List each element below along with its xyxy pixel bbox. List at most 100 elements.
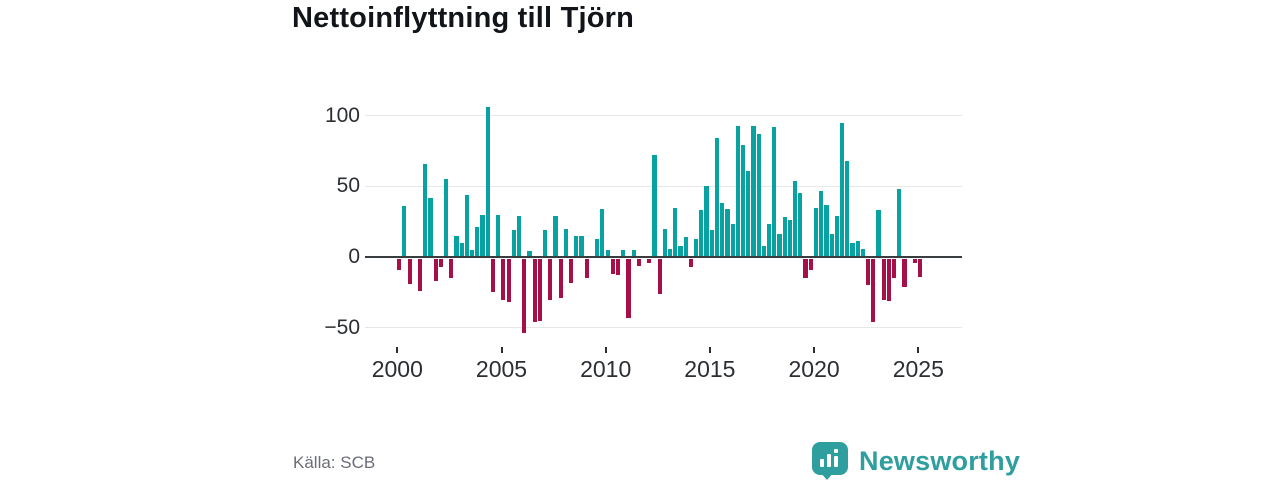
bar-positive [704, 186, 709, 257]
bar-positive [720, 203, 725, 257]
x-axis-zero-line [365, 256, 962, 258]
bar-positive [428, 197, 433, 257]
y-axis-tick-label: 100 [324, 103, 360, 127]
bar-negative [808, 258, 813, 270]
bar-positive [553, 215, 558, 257]
bar-negative [610, 258, 615, 275]
x-axis-tick-mark [708, 347, 711, 353]
bar-positive [897, 189, 902, 257]
bar-positive [730, 224, 735, 257]
y-axis-tick-label: −50 [324, 315, 360, 339]
bar-negative [657, 258, 662, 294]
y-axis-tick-label: 50 [336, 174, 360, 198]
bar-positive [761, 245, 766, 257]
bar-positive [860, 248, 865, 257]
bar-negative [449, 258, 454, 279]
brand-logo: Newsworthy [812, 441, 1020, 480]
bar-positive [793, 180, 798, 257]
bar-positive [464, 194, 470, 257]
bar-positive [746, 170, 751, 257]
bar-negative [532, 258, 537, 323]
bar-negative [537, 258, 542, 321]
bar-positive [683, 237, 688, 257]
bar-positive [876, 210, 881, 257]
bar-positive [850, 242, 855, 257]
bar-positive [527, 251, 532, 257]
bar-negative [615, 258, 621, 276]
bar-positive [480, 214, 485, 257]
bar-positive [824, 204, 829, 257]
bar-positive [694, 238, 699, 257]
bar-positive [699, 210, 704, 257]
bar-negative [569, 258, 574, 283]
bar-negative [558, 258, 563, 299]
bar-positive [855, 241, 860, 257]
x-axis-tick-label: 2020 [788, 356, 840, 382]
gridline-50 [365, 185, 962, 187]
bar-positive [516, 215, 522, 257]
bar-positive [595, 238, 600, 257]
x-axis-tick-label: 2000 [371, 356, 423, 382]
bar-positive [751, 125, 756, 257]
bar-positive [709, 230, 714, 257]
bar-positive [714, 138, 720, 257]
bar-positive [600, 208, 605, 257]
bar-positive [819, 190, 824, 257]
bar-negative [647, 258, 652, 263]
x-axis-tick-mark [917, 347, 920, 353]
bar-positive [511, 230, 516, 257]
bar-negative [506, 258, 511, 303]
bar-positive [813, 207, 819, 257]
bar-negative [433, 258, 438, 282]
bar-positive [485, 107, 490, 257]
bar-positive [839, 122, 845, 257]
bar-negative [501, 258, 506, 300]
bar-negative [881, 258, 886, 300]
newsworthy-pin-chart-icon [812, 442, 850, 480]
bar-negative [584, 258, 589, 279]
bar-negative [417, 258, 423, 292]
bar-negative [636, 258, 641, 266]
bar-positive [787, 220, 793, 257]
bar-positive [740, 145, 746, 257]
chart-title: Nettoinflyttning till Tjörn [292, 2, 635, 34]
bar-positive [756, 133, 761, 257]
bar-positive [574, 235, 579, 257]
bar-positive [402, 206, 407, 257]
x-axis-tick-label: 2010 [580, 356, 632, 382]
bar-positive [423, 163, 428, 257]
bar-positive [777, 234, 782, 257]
bar-positive [668, 248, 673, 257]
bar-positive [798, 193, 803, 257]
bar-positive [496, 214, 501, 257]
bar-negative [407, 258, 412, 284]
bar-negative [871, 258, 876, 323]
bar-negative [892, 258, 897, 279]
bar-negative [548, 258, 553, 300]
bar-negative [626, 258, 631, 318]
bar-negative [803, 258, 808, 279]
bar-negative [912, 258, 918, 263]
bar-positive [725, 208, 730, 257]
source-credit: Källa: SCB [293, 453, 376, 472]
bar-positive [662, 228, 667, 257]
bar-positive [673, 207, 678, 257]
gridline--50 [365, 327, 962, 329]
bar-negative [397, 258, 402, 270]
bar-negative [886, 258, 892, 301]
bar-positive [475, 227, 480, 257]
bar-negative [438, 258, 443, 267]
x-axis-tick-mark [396, 347, 399, 353]
bar-positive [735, 125, 740, 257]
bar-positive [542, 230, 548, 257]
bar-negative [688, 258, 694, 267]
y-axis-tick-label: 0 [348, 245, 360, 268]
brand-name: Newsworthy [859, 445, 1021, 476]
bar-positive [829, 234, 834, 257]
bar-positive [563, 228, 568, 257]
x-axis-tick-label: 2015 [684, 356, 736, 382]
bar-negative [490, 258, 496, 293]
bar-positive [443, 179, 449, 257]
bar-negative [902, 258, 907, 287]
